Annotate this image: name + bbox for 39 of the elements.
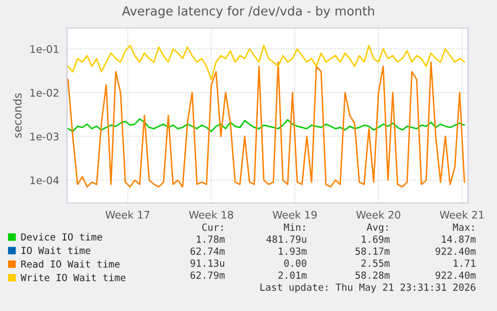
text: 58.17m [356,247,390,255]
text: 62.79m [190,271,225,279]
text: 922.40m [436,247,476,255]
text: 2.55m [361,259,390,267]
legend-label: Write IO Wait time [20,274,126,282]
x-tick-label: Week 21 [440,210,484,219]
line-series [67,44,466,80]
text: 1.69m [362,235,390,243]
text: 922.40m [436,271,476,279]
line-series [67,118,466,132]
text: Max: [452,224,474,231]
y-tick-label: 1e-02 [30,88,58,97]
text: Cur: [202,223,223,231]
y-tick-label: 1e-03 [30,132,59,140]
text: Last update: Thu May 21 23:31:31 2026 [260,283,476,293]
y-axis-title: seconds [13,93,22,138]
text: Avg: [366,224,388,233]
legend-label: Device IO time [21,233,102,241]
text: 481.79u [266,235,306,243]
text: 1.93m [278,247,307,255]
text: 58.28m [356,271,390,279]
line-series [67,61,466,188]
x-tick-label: Week 19 [272,210,317,219]
text: 62.74m [190,247,225,255]
text: 91.13u [190,259,224,267]
chart-title: Average latency for /dev/vda - by month [122,6,374,18]
text: 0.00 [284,259,306,267]
y-tick-label: 1e-01 [30,45,58,53]
x-tick-label: Week 17 [105,210,150,219]
legend-label: IO Wait time [22,246,90,254]
x-tick-label: Week 20 [356,210,400,219]
text: 14.87m [442,235,476,243]
text: 2.01m [278,271,307,279]
y-tick-label: 1e-04 [30,176,59,184]
text: 1.71 [454,260,476,267]
legend-label: Read IO Wait time [21,260,120,268]
text: 1.78m [196,235,225,243]
text: Min: [284,223,305,231]
x-tick-label: Week 18 [189,210,234,219]
